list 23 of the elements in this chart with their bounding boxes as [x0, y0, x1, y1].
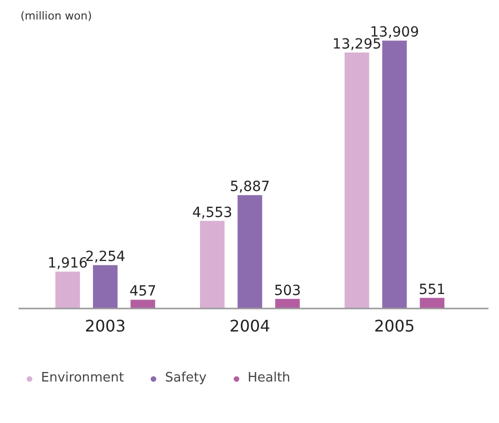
data-label: 551	[418, 282, 446, 298]
text: (million won)	[20, 10, 92, 22]
legend-label: Environment	[41, 370, 124, 386]
bar	[200, 220, 225, 308]
x-tick-label: 2005	[374, 316, 415, 336]
x-tick-label: 2004	[230, 316, 270, 336]
bar	[92, 265, 118, 308]
bar	[238, 195, 262, 308]
data-label: 4,553	[192, 204, 232, 221]
legend-label: Safety	[165, 370, 207, 386]
data-label: 457	[130, 284, 156, 300]
data-label: 13,295	[332, 36, 382, 52]
bar	[55, 272, 80, 308]
legend-label: Health	[248, 370, 290, 386]
bar	[130, 300, 156, 308]
data-label: 503	[274, 282, 301, 299]
data-label: 1,916	[48, 256, 88, 272]
x-tick-label: 2003	[84, 316, 126, 336]
bar	[420, 298, 444, 308]
bar	[275, 298, 300, 308]
bar	[382, 40, 407, 308]
data-label: 5,887	[230, 179, 270, 196]
bar	[344, 52, 370, 308]
